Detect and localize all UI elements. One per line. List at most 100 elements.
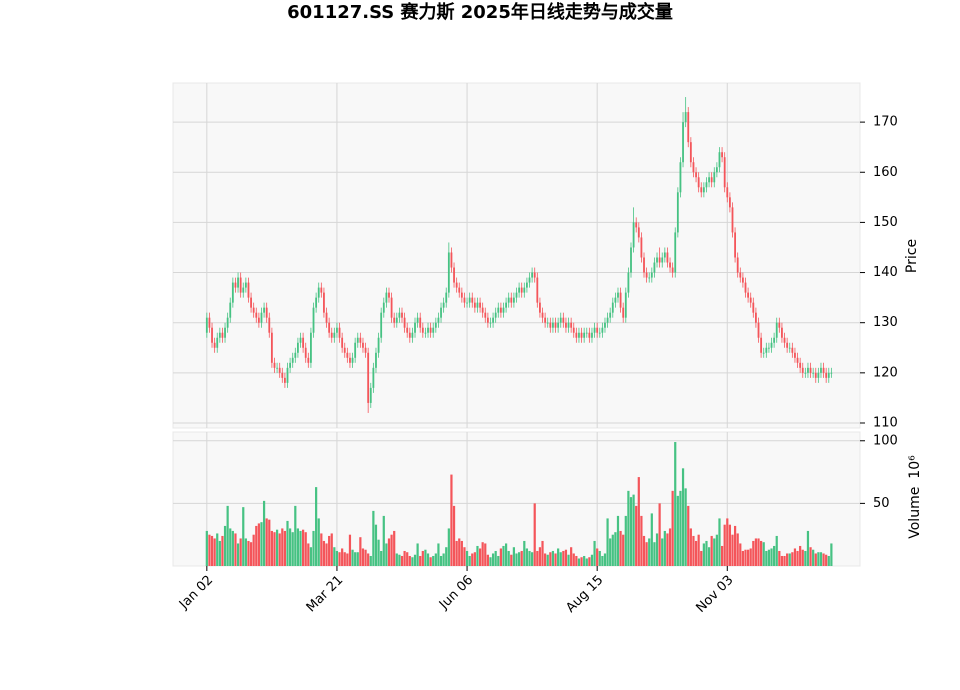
- volume-bar: [434, 553, 437, 566]
- candle-body: [807, 367, 809, 373]
- volume-bar: [661, 538, 664, 566]
- volume-bar: [564, 549, 568, 566]
- volume-bar: [523, 540, 526, 566]
- volume-bar: [455, 540, 458, 566]
- candle-body: [648, 277, 651, 279]
- candle-body: [544, 317, 547, 323]
- candle-body: [289, 362, 292, 368]
- candle-body: [674, 232, 677, 273]
- candle-body: [312, 307, 315, 333]
- candle-body: [310, 332, 312, 363]
- candle-body: [692, 162, 695, 173]
- candle-body: [330, 332, 333, 338]
- candle-body: [273, 362, 276, 368]
- candle-body: [486, 317, 489, 323]
- volume-bar: [278, 533, 281, 566]
- volume-bar: [499, 548, 502, 566]
- volume-bar: [395, 553, 398, 566]
- volume-bar: [775, 535, 778, 566]
- candle-body: [283, 377, 286, 383]
- candle-body: [801, 367, 804, 373]
- volume-bar: [549, 552, 552, 566]
- volume-bar: [627, 490, 630, 566]
- volume-bar: [804, 550, 807, 566]
- candle-body: [708, 177, 710, 183]
- volume-bar: [359, 537, 362, 566]
- candle-body: [809, 367, 812, 373]
- candle-body: [364, 347, 367, 353]
- candle-body: [320, 287, 323, 293]
- volume-bar: [478, 548, 482, 566]
- volume-bar: [450, 474, 453, 566]
- candle-body: [583, 332, 586, 338]
- candle-body: [416, 317, 419, 323]
- volume-bar: [489, 557, 492, 566]
- x-tick-label: Jun 06: [436, 573, 476, 613]
- candle-body: [565, 322, 567, 328]
- candle-body: [354, 342, 357, 358]
- volume-bar: [577, 558, 581, 566]
- candle-body: [726, 187, 729, 198]
- candle-body: [507, 297, 510, 303]
- volume-bar: [447, 528, 450, 566]
- candle-body: [676, 192, 679, 233]
- volume-bar: [517, 552, 521, 566]
- volume-bar: [460, 540, 463, 566]
- candle-body: [695, 172, 697, 178]
- candle-body: [479, 302, 481, 308]
- volume-bar: [760, 540, 763, 566]
- candle-body: [341, 337, 344, 348]
- candle-body: [705, 182, 708, 188]
- volume-bar: [320, 533, 323, 566]
- candle-body: [328, 322, 331, 333]
- candle-body: [546, 322, 549, 324]
- volume-bar: [437, 543, 440, 566]
- candle-body: [336, 327, 338, 333]
- candle-body: [762, 352, 765, 354]
- volume-tick-label: 100: [873, 433, 898, 448]
- candle-body: [385, 292, 388, 303]
- volume-bar: [593, 540, 596, 566]
- volume-bar: [671, 490, 674, 566]
- candle-body: [812, 372, 815, 374]
- y-tick-label: 120: [873, 365, 898, 380]
- volume-bar: [611, 534, 614, 566]
- candle-body: [518, 287, 521, 293]
- volume-bar: [275, 529, 279, 566]
- volume-bar: [307, 543, 310, 566]
- candle-body: [380, 312, 383, 338]
- volume-scale: 10⁶: [907, 455, 923, 479]
- candle-body: [744, 282, 747, 293]
- candle-body: [208, 317, 211, 328]
- volume-bar: [715, 534, 718, 566]
- volume-bar: [429, 557, 432, 566]
- volume-bar: [778, 550, 781, 566]
- candle-body: [786, 342, 789, 348]
- volume-bar: [419, 555, 422, 566]
- volume-bar: [707, 547, 711, 566]
- volume-bar: [432, 555, 435, 566]
- candle-body: [343, 347, 346, 353]
- candle-body: [635, 222, 638, 228]
- volume-bar: [387, 538, 391, 566]
- candle-body: [658, 257, 661, 263]
- volume-bar: [580, 557, 583, 566]
- candle-body: [531, 272, 534, 278]
- candle-body: [781, 327, 783, 338]
- volume-bar: [554, 553, 557, 566]
- volume-bar: [710, 535, 713, 566]
- volume-bar: [700, 550, 703, 566]
- volume-label: Volume: [907, 487, 923, 539]
- candle-body: [713, 172, 716, 183]
- candle-body: [580, 332, 583, 338]
- candle-body: [414, 322, 416, 333]
- candle-body: [757, 322, 760, 338]
- volume-bar: [635, 505, 638, 566]
- volume-bar: [270, 530, 273, 566]
- volume-bar: [439, 555, 443, 566]
- volume-bar: [317, 518, 320, 566]
- volume-bar: [583, 555, 586, 566]
- volume-bar: [416, 543, 419, 566]
- candle-body: [760, 337, 763, 353]
- volume-bar: [812, 549, 815, 566]
